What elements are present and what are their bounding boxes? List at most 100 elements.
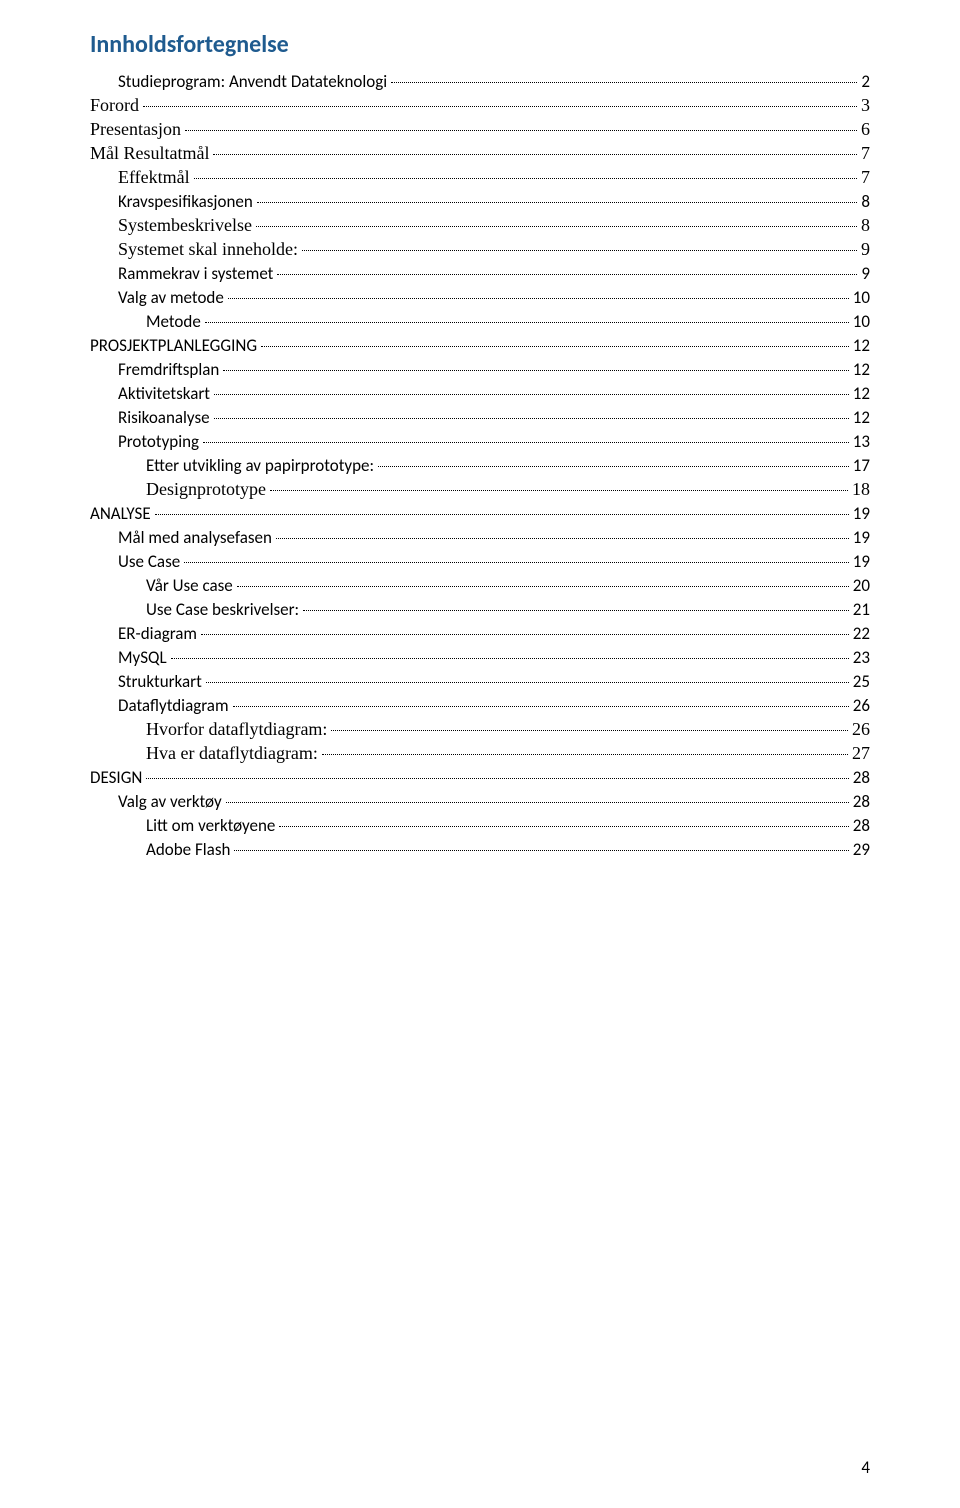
toc-entry-page: 12 (853, 359, 870, 380)
toc-entry-page: 9 (861, 239, 870, 260)
toc-entry-label: Litt om verktøyene (146, 815, 275, 836)
toc-entry-label: Studieprogram: Anvendt Datateknologi (118, 71, 387, 92)
toc-entry: Effektmål 7 (90, 167, 870, 188)
toc-entry: Use Case beskrivelser: 21 (90, 599, 870, 620)
toc-entry: Hva er dataflytdiagram:27 (90, 743, 870, 764)
toc-entry-page: 26 (853, 695, 870, 716)
toc-entry-label: DESIGN (90, 767, 142, 788)
toc-entry: Hvorfor dataflytdiagram:26 (90, 719, 870, 740)
toc-leader-dots (270, 490, 848, 491)
toc-entry-label: Systemet skal inneholde: (118, 239, 298, 260)
toc-leader-dots (171, 658, 849, 659)
toc-leader-dots (214, 394, 849, 395)
toc-entry-label: Systembeskrivelse (118, 215, 252, 236)
toc-entry-page: 19 (853, 551, 870, 572)
toc-entry-page: 10 (853, 311, 870, 332)
toc-entry: Use Case19 (90, 551, 870, 572)
toc-entry-page: 25 (853, 671, 870, 692)
toc-entry: Etter utvikling av papirprototype: 17 (90, 455, 870, 476)
toc-entry: ER-diagram22 (90, 623, 870, 644)
toc-entry: Forord 3 (90, 95, 870, 116)
toc-leader-dots (303, 610, 849, 611)
toc-entry: Mål Resultatmål 7 (90, 143, 870, 164)
toc-entry-page: 21 (853, 599, 870, 620)
toc-entry-label: Effektmål (118, 167, 190, 188)
toc-entry-page: 3 (861, 95, 870, 116)
toc-list: Studieprogram: Anvendt Datateknologi 2 For… (90, 71, 870, 860)
toc-leader-dots (205, 322, 849, 323)
toc-entry-page: 29 (853, 839, 870, 860)
toc-entry-label: Etter utvikling av papirprototype: (146, 455, 374, 476)
toc-leader-dots (206, 682, 849, 683)
toc-entry-page: 8 (861, 191, 870, 212)
toc-entry: Strukturkart25 (90, 671, 870, 692)
toc-entry-label: Adobe Flash (146, 839, 230, 860)
toc-entry-page: 13 (853, 431, 870, 452)
toc-entry: Aktivitetskart 12 (90, 383, 870, 404)
toc-entry-page: 12 (853, 335, 870, 356)
toc-entry: Studieprogram: Anvendt Datateknologi 2 (90, 71, 870, 92)
toc-entry-page: 17 (853, 455, 870, 476)
toc-entry: Adobe Flash 29 (90, 839, 870, 860)
toc-leader-dots (223, 370, 848, 371)
toc-leader-dots (155, 514, 849, 515)
toc-entry-label: PROSJEKTPLANLEGGING (90, 335, 257, 356)
toc-entry-label: Use Case beskrivelser: (146, 599, 299, 620)
toc-leader-dots (277, 274, 857, 275)
toc-entry-label: MySQL (118, 647, 167, 668)
toc-entry-page: 6 (861, 119, 870, 140)
toc-leader-dots (214, 418, 849, 419)
toc-entry-page: 9 (861, 263, 870, 284)
toc-entry: Dataflytdiagram 26 (90, 695, 870, 716)
toc-entry-label: Forord (90, 95, 139, 116)
toc-entry-page: 28 (853, 767, 870, 788)
toc-leader-dots (391, 82, 857, 83)
toc-entry-page: 7 (861, 143, 870, 164)
toc-entry-page: 19 (853, 527, 870, 548)
toc-entry-label: Dataflytdiagram (118, 695, 229, 716)
toc-entry: Mål med analysefasen19 (90, 527, 870, 548)
toc-entry-page: 27 (852, 743, 870, 764)
toc-entry-page: 28 (853, 791, 870, 812)
toc-entry-page: 8 (861, 215, 870, 236)
toc-entry: Rammekrav i systemet 9 (90, 263, 870, 284)
toc-entry: Fremdriftsplan 12 (90, 359, 870, 380)
toc-entry-label: Aktivitetskart (118, 383, 210, 404)
toc-leader-dots (378, 466, 849, 467)
toc-entry-page: 12 (853, 383, 870, 404)
toc-entry-label: Vår Use case (146, 575, 233, 596)
toc-leader-dots (203, 442, 849, 443)
toc-entry-label: Valg av metode (118, 287, 224, 308)
toc-entry: Systemet skal inneholde: 9 (90, 239, 870, 260)
toc-entry-label: Mål Resultatmål (90, 143, 209, 164)
toc-leader-dots (228, 298, 849, 299)
toc-leader-dots (146, 778, 848, 779)
toc-leader-dots (226, 802, 849, 803)
toc-entry-label: Risikoanalyse (118, 407, 210, 428)
toc-title: Innholdsfortegnelse (90, 30, 870, 59)
toc-entry-page: 26 (852, 719, 870, 740)
toc-leader-dots (233, 706, 849, 707)
toc-entry: DESIGN 28 (90, 767, 870, 788)
toc-leader-dots (276, 538, 849, 539)
toc-leader-dots (213, 154, 857, 155)
toc-leader-dots (331, 730, 848, 731)
toc-entry-page: 18 (852, 479, 870, 500)
toc-entry: Vår Use case 20 (90, 575, 870, 596)
toc-entry-label: Fremdriftsplan (118, 359, 219, 380)
toc-entry-page: 28 (853, 815, 870, 836)
toc-leader-dots (279, 826, 848, 827)
toc-entry-page: 20 (853, 575, 870, 596)
toc-entry-page: 2 (861, 71, 870, 92)
toc-leader-dots (184, 562, 849, 563)
toc-leader-dots (322, 754, 848, 755)
toc-entry-label: Designprototype (146, 479, 266, 500)
toc-entry: Presentasjon 6 (90, 119, 870, 140)
toc-entry-label: Presentasjon (90, 119, 181, 140)
toc-entry: PROSJEKTPLANLEGGING 12 (90, 335, 870, 356)
toc-leader-dots (237, 586, 849, 587)
toc-leader-dots (185, 130, 857, 131)
toc-entry-label: Rammekrav i systemet (118, 263, 273, 284)
toc-entry-page: 7 (861, 167, 870, 188)
toc-entry-page: 19 (853, 503, 870, 524)
